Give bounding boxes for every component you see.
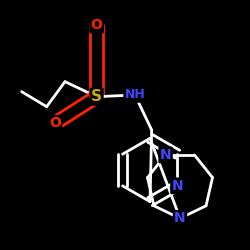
Text: O: O: [49, 116, 61, 130]
Text: N: N: [160, 148, 171, 162]
Text: N: N: [172, 179, 183, 193]
Text: NH: NH: [124, 88, 146, 102]
Text: S: S: [91, 89, 102, 104]
Text: N: N: [174, 211, 186, 225]
Text: O: O: [91, 18, 102, 32]
